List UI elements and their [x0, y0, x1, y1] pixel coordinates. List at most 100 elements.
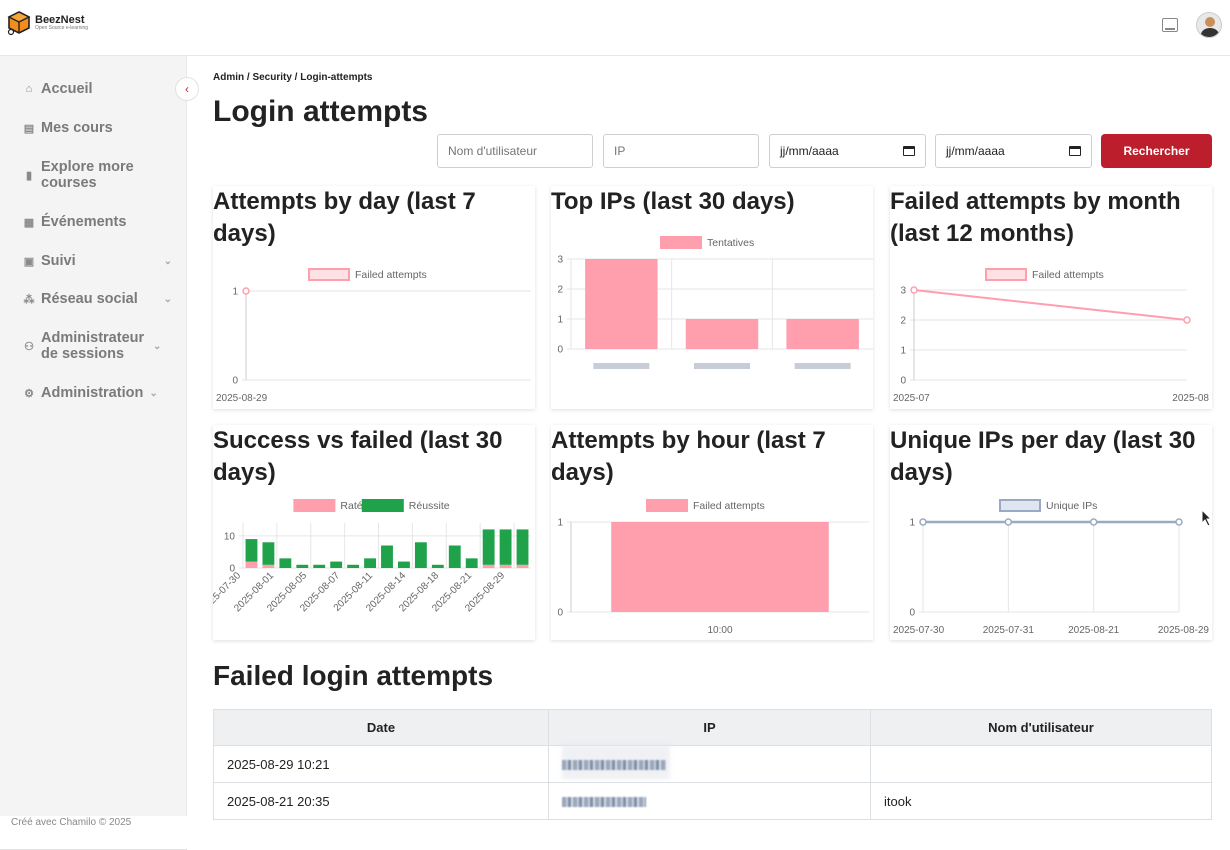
- chart-title: Success vs failed (last 30 days): [213, 427, 503, 486]
- chart-title: Failed attempts by month (last 12 months…: [890, 188, 1181, 247]
- chart-top-ips: Tentatives 0 1 2 3: [557, 236, 873, 369]
- legend-label: Failed attempts: [693, 500, 765, 512]
- y-tick-label: 0: [557, 608, 563, 619]
- chart-title: Unique IPs per day (last 30 days): [890, 427, 1196, 486]
- y-tick-label: 1: [557, 315, 563, 326]
- column-header-ip[interactable]: IP: [548, 709, 871, 746]
- column-header-username[interactable]: Nom d'utilisateur: [870, 709, 1212, 746]
- tracking-icon: ▣: [23, 255, 35, 268]
- search-button[interactable]: Rechercher: [1101, 134, 1212, 168]
- bar-success: [398, 561, 410, 568]
- bar-failed: [482, 564, 495, 568]
- y-tick-label: 2: [557, 285, 563, 296]
- legend-swatch: [308, 268, 350, 281]
- chart-card-success-vs-failed: Success vs failed (last 30 days) Raté Réu…: [213, 425, 535, 640]
- y-tick-label: 1: [909, 518, 915, 529]
- bar-success: [482, 529, 495, 565]
- home-icon: ⌂: [25, 83, 33, 95]
- chart-card-top-ips: Top IPs (last 30 days) Tentatives 0 1 2 3: [551, 186, 873, 409]
- bar-success: [364, 558, 376, 568]
- sidebar-item-label: Suivi: [41, 253, 76, 269]
- brand-name: BeezNest: [35, 14, 85, 26]
- sidebar-footer: Créé avec Chamilo © 2025: [11, 817, 132, 828]
- chart-title: Attempts by hour (last 7 days): [551, 427, 826, 486]
- x-tick-label: 2025-07-30: [893, 625, 945, 636]
- y-tick-label: 10: [224, 531, 236, 542]
- legend-swatch: [985, 268, 1027, 281]
- top-bar: BeezNest Open Source e-learning: [0, 0, 1230, 56]
- gear-icon: ⚙: [24, 387, 34, 400]
- brand-logo[interactable]: BeezNest Open Source e-learning: [6, 10, 88, 36]
- chart-card-failed-by-month: Failed attempts by month (last 12 months…: [890, 186, 1212, 409]
- bar: [585, 259, 658, 349]
- user-avatar[interactable]: [1196, 12, 1222, 38]
- calendar-icon[interactable]: [903, 146, 915, 156]
- chevron-down-icon: ⌄: [153, 340, 162, 352]
- sidebar-item-evenements[interactable]: ▦ Événements: [22, 214, 172, 230]
- x-tick-label: 2025-08-29: [216, 393, 268, 404]
- chart-card-attempts-by-day: Attempts by day (last 7 days) Failed att…: [213, 186, 535, 409]
- chevron-down-icon: ⌄: [163, 255, 172, 267]
- bar: [611, 522, 829, 612]
- bar: [685, 319, 759, 349]
- legend-swatch: [646, 499, 688, 512]
- sidebar-item-label: Réseau social: [41, 291, 138, 307]
- bar-success: [279, 558, 292, 568]
- ip-input[interactable]: [603, 134, 759, 168]
- cell-username: itook: [870, 782, 1212, 820]
- sidebar-item-accueil[interactable]: ⌂ Accueil: [22, 81, 172, 97]
- bar-success: [431, 564, 444, 568]
- bar-failed: [245, 561, 258, 568]
- data-point: [1004, 518, 1013, 526]
- redacted-ip: [562, 797, 646, 808]
- mouse-cursor-icon: [1201, 509, 1213, 527]
- failed-attempts-title: Failed login attempts: [213, 660, 494, 691]
- redacted-ip-label: [593, 363, 650, 369]
- date-to-field[interactable]: jj/mm/aaaa: [935, 134, 1092, 168]
- chart-attempts-by-hour: Failed attempts 0 1 10:00: [557, 499, 869, 636]
- y-tick-label: 3: [557, 255, 563, 266]
- sidebar-item-reseau-social[interactable]: ⁂ Réseau social ⌄: [22, 291, 173, 307]
- sidebar-item-label: Événements: [41, 214, 127, 230]
- sidebar-item-administration[interactable]: ⚙ Administration ⌄: [22, 385, 172, 401]
- y-tick-label: 0: [229, 564, 235, 575]
- failed-attempts-table: Date IP Nom d'utilisateur 2025-08-29 10:…: [213, 709, 1212, 820]
- cell-ip: [548, 782, 871, 820]
- data-point: [919, 518, 927, 526]
- sidebar-item-mes-cours[interactable]: ▤ Mes cours: [22, 120, 172, 136]
- bar-success: [313, 564, 326, 568]
- sidebar-item-label: Administrateur de sessions: [41, 330, 145, 362]
- legend-swatch: [660, 236, 702, 249]
- legend-swatch: [293, 499, 336, 512]
- column-header-date[interactable]: Date: [213, 709, 549, 746]
- page-title: Login attempts: [213, 95, 428, 128]
- chart-card-unique-ips: Unique IPs per day (last 30 days) Unique…: [890, 425, 1212, 640]
- bar-success: [414, 542, 427, 568]
- sidebar-item-suivi[interactable]: ▣ Suivi ⌄: [22, 253, 172, 269]
- username-input[interactable]: [437, 134, 593, 168]
- beeznest-logo-icon: [7, 11, 31, 36]
- bar-success: [499, 529, 512, 565]
- calendar-icon[interactable]: [1069, 146, 1081, 156]
- tablet-icon[interactable]: [1162, 18, 1178, 32]
- y-tick-label: 1: [900, 346, 906, 357]
- sidebar-item-label: Mes cours: [41, 120, 113, 136]
- date-from-field[interactable]: jj/mm/aaaa: [769, 134, 926, 168]
- legend-label: Réussite: [409, 500, 450, 512]
- data-point: [1089, 518, 1098, 526]
- series-line: [913, 289, 1188, 321]
- table-row: 2025-08-29 10:21: [213, 743, 1212, 783]
- chart-card-attempts-by-hour: Attempts by hour (last 7 days) Failed at…: [551, 425, 873, 640]
- sidebar-item-label: Accueil: [41, 81, 93, 97]
- date-from-value: jj/mm/aaaa: [780, 144, 839, 158]
- y-tick-label: 0: [232, 376, 238, 387]
- chart-success-vs-failed: Raté Réussite0102025-07-302025-08-012025-…: [213, 499, 531, 614]
- brand-tagline: Open Source e-learning: [35, 25, 89, 31]
- sidebar-item-explore-courses[interactable]: ▮ Explore more courses: [22, 159, 172, 191]
- y-tick-label: 1: [557, 518, 563, 529]
- network-icon: ⁂: [23, 293, 35, 306]
- bar-failed: [262, 564, 275, 568]
- sidebar-item-admin-sessions[interactable]: ⚇ Administrateur de sessions ⌄: [22, 330, 172, 362]
- legend-swatch: [361, 499, 404, 512]
- sidebar-collapse-button[interactable]: ‹: [175, 77, 199, 101]
